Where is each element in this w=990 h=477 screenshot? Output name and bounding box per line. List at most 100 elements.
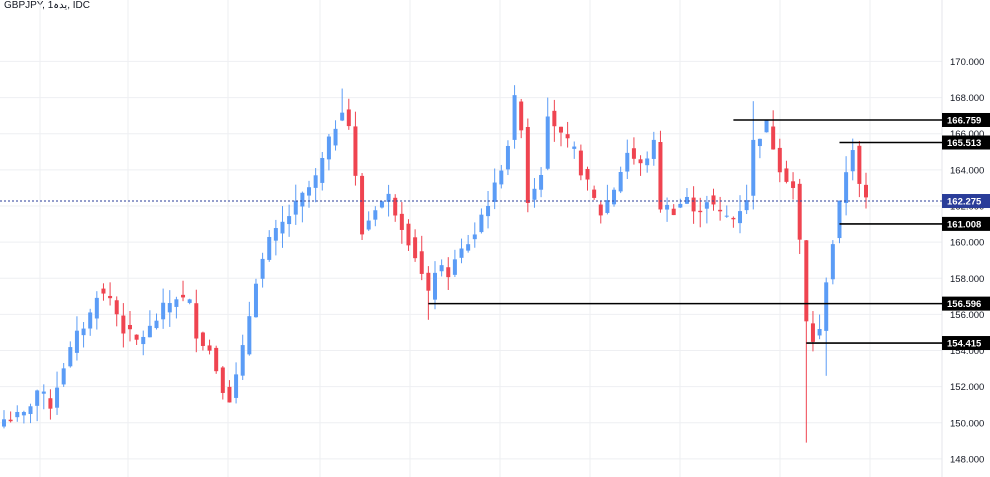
candle-body [280, 221, 285, 234]
candle-body [479, 214, 484, 233]
candle-body [55, 387, 60, 408]
candle-body [592, 189, 597, 198]
candle-body [353, 126, 358, 176]
candle-body [28, 406, 33, 415]
candle-body [519, 101, 524, 131]
candle-body [631, 148, 636, 159]
candle-body [234, 374, 239, 398]
candle-body [433, 272, 437, 300]
candle-body [824, 282, 829, 331]
candle-body [512, 95, 517, 140]
y-tick-label: 158.000 [950, 274, 984, 285]
y-tick-label: 168.000 [950, 93, 984, 104]
candle-body [499, 170, 504, 185]
candle-body [207, 345, 212, 351]
candle-body [731, 217, 736, 220]
candle-body [638, 159, 643, 164]
price-tag: 161.008 [947, 219, 981, 230]
candle-body [333, 128, 338, 146]
candle-body [247, 316, 252, 355]
candle-body [651, 139, 656, 159]
candle-body [273, 228, 278, 241]
candle-body [2, 419, 6, 427]
candle-body [777, 147, 782, 173]
candle-body [8, 419, 13, 422]
candle-body [671, 208, 676, 216]
candle-body [810, 323, 815, 342]
candle-body [154, 320, 159, 329]
candle-body [300, 192, 305, 207]
candle-body [472, 234, 477, 240]
candle-body [121, 315, 126, 334]
candle-body [864, 184, 868, 198]
candle-body [293, 200, 298, 215]
candle-body [101, 288, 106, 294]
candle-body [399, 213, 404, 230]
candle-body [379, 201, 384, 208]
candle-body [373, 210, 378, 220]
candle-body [545, 116, 550, 169]
candle-body [605, 200, 610, 213]
candle-body [287, 216, 292, 225]
current-price-tag-bg [942, 194, 990, 209]
candle-body [41, 391, 46, 394]
candle-body [492, 182, 497, 202]
candle-body [466, 244, 471, 251]
candle-body [134, 334, 139, 340]
candle-body [850, 150, 855, 172]
candle-body [598, 204, 603, 216]
candle-body [439, 265, 444, 272]
price-tag: 165.513 [947, 138, 981, 149]
price-tag-bg [942, 216, 990, 231]
candle-body [340, 112, 345, 121]
y-tick-label: 152.000 [950, 382, 984, 393]
candle-body [114, 300, 119, 315]
y-tick-label: 170.000 [950, 57, 984, 68]
candle-body [174, 299, 179, 307]
candle-body [426, 272, 431, 291]
candle-body [419, 251, 424, 274]
candle-body [406, 223, 411, 246]
candle-body [141, 336, 146, 345]
candle-body [505, 145, 510, 170]
candle-body [313, 175, 318, 188]
candle-body [612, 189, 617, 205]
candle-body [346, 109, 351, 127]
price-tag-bg [942, 336, 990, 351]
candle-body [817, 329, 822, 336]
candle-body [552, 110, 557, 127]
candle-body [486, 205, 491, 217]
candle-body [618, 172, 623, 192]
price-tag: 156.596 [947, 299, 981, 310]
candle-body [61, 368, 66, 385]
candle-body [386, 193, 391, 202]
price-tag: 154.415 [947, 339, 982, 350]
candle-body [446, 267, 451, 278]
y-tick-label: 150.000 [950, 418, 984, 429]
candle-body [81, 328, 86, 336]
candle-body [214, 347, 219, 372]
y-tick-label: 156.000 [950, 310, 984, 321]
candle-body [167, 303, 172, 313]
candle-body [525, 126, 530, 203]
price-tag: 166.759 [947, 115, 981, 126]
candle-body [658, 142, 663, 210]
candle-body [844, 172, 849, 204]
candle-body [307, 187, 312, 196]
candle-body [578, 150, 583, 176]
candle-body [267, 236, 272, 260]
candle-body [565, 134, 570, 139]
candle-body [220, 367, 225, 393]
candle-body [572, 146, 577, 149]
candle-body [88, 312, 93, 329]
candle-body [35, 390, 40, 406]
candle-body [181, 294, 186, 298]
candle-body [764, 120, 769, 133]
candle-body [48, 398, 53, 409]
candle-body [791, 181, 796, 188]
symbol-label: GBPJPY, 1یدہ, IDC [4, 0, 90, 11]
y-tick-label: 160.000 [950, 238, 984, 249]
candle-body [830, 244, 835, 280]
